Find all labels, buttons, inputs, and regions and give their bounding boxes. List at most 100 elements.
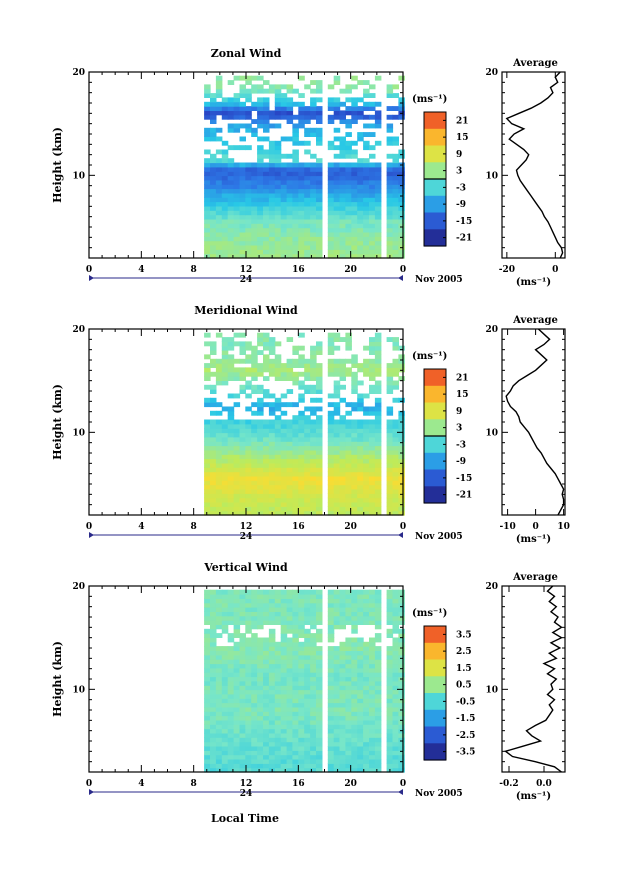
colorbar-tick-label: 21 <box>456 116 469 126</box>
heatmap-cell-94 <box>392 245 399 250</box>
heatmap-cell-454 <box>239 706 246 712</box>
heatmap-cell-339 <box>316 210 323 216</box>
heatmap-cell-332 <box>274 467 282 473</box>
heatmap-cell-753 <box>263 402 270 408</box>
heatmap-cell-1193 <box>233 598 241 604</box>
heatmap-cell-38 <box>239 249 246 255</box>
heatmap-cell-372 <box>327 462 335 468</box>
heatmap-cell-350 <box>392 467 399 473</box>
heatmap-cell-253 <box>386 737 394 743</box>
heatmap-cell-1230 <box>263 594 270 599</box>
heatmap-cell-174 <box>286 746 294 751</box>
heatmap-cell-892 <box>280 367 288 373</box>
heatmap-cell-409 <box>357 715 364 721</box>
heatmap-cell-418 <box>215 197 223 203</box>
heatmap-cell-507 <box>369 188 376 194</box>
heatmap-cell-995 <box>221 628 229 634</box>
heatmap-cell-186 <box>363 746 370 751</box>
heatmap-cell-92 <box>374 502 382 507</box>
heatmap-cell-502 <box>339 445 346 451</box>
heatmap-cell-1001 <box>292 628 299 634</box>
heatmap-cell-857 <box>292 114 299 120</box>
heatmap-cell-1019 <box>345 341 352 347</box>
heatmap-cell-855 <box>227 371 235 377</box>
heatmap-cell-916 <box>327 646 335 651</box>
heatmap-cell-1217 <box>386 598 394 604</box>
heatmap-cell-639 <box>398 685 405 691</box>
heatmap-cell-529 <box>304 698 311 704</box>
heatmap-cell-66 <box>215 502 223 507</box>
heatmap-cell-509 <box>386 445 394 451</box>
x-tick-label: 0 <box>86 265 92 275</box>
heatmap-cell-185 <box>357 232 364 237</box>
heatmap-cell-833 <box>257 119 264 124</box>
heatmap-cell-279 <box>345 475 352 481</box>
heatmap-cell-416 <box>204 454 211 460</box>
heatmap-cell-423 <box>245 711 252 717</box>
heatmap-cell-710 <box>239 672 246 678</box>
heatmap-cell-36 <box>227 249 235 255</box>
heatmap-cell-568 <box>351 436 358 442</box>
heatmap-cell-899 <box>339 367 346 373</box>
heatmap-cell-771 <box>351 140 358 146</box>
heatmap-cell-281 <box>357 732 364 738</box>
heatmap-cell-61 <box>386 763 394 769</box>
heatmap-cell-562 <box>310 693 317 699</box>
heatmap-cell-999 <box>333 345 341 351</box>
heatmap-cell-952 <box>327 358 335 364</box>
heatmap-cell-839 <box>245 654 252 660</box>
heatmap-cell-464 <box>298 192 305 198</box>
heatmap-cell-1046 <box>345 332 352 338</box>
heatmap-cell-443 <box>369 454 376 460</box>
heatmap-cell-728 <box>351 672 358 678</box>
heatmap-cell-289 <box>210 728 217 734</box>
heatmap-cell-540 <box>374 441 382 447</box>
heatmap-cell-702 <box>392 419 399 425</box>
heatmap-cell-456 <box>251 449 258 455</box>
heatmap-cell-327 <box>245 210 252 216</box>
heatmap-cell-989 <box>239 345 246 351</box>
heatmap-cell-1002 <box>257 84 264 90</box>
heatmap-cell-718 <box>257 410 264 416</box>
heatmap-cell-847 <box>292 654 299 660</box>
heatmap-cell-558 <box>286 436 294 442</box>
heatmap-cell-917 <box>333 106 341 111</box>
heatmap-cell-662 <box>339 166 346 172</box>
heatmap-cell-454 <box>239 449 246 455</box>
heatmap-cell-122 <box>363 497 370 503</box>
heatmap-cell-794 <box>363 663 370 669</box>
heatmap-cell-31 <box>398 253 405 259</box>
heatmap-cell-916 <box>327 106 335 111</box>
heatmap-cell-448 <box>204 192 211 198</box>
heatmap-cell-790 <box>392 136 399 142</box>
heatmap-cell-268 <box>274 218 282 224</box>
heatmap-cell-710 <box>327 415 335 421</box>
heatmap-cell-809 <box>263 127 270 133</box>
heatmap-cell-1019 <box>292 624 299 630</box>
heatmap-cell-166 <box>239 232 246 237</box>
heatmap-cell-934 <box>392 363 399 368</box>
heatmap-cell-1202 <box>286 598 294 604</box>
heatmap-cell-275 <box>316 475 323 481</box>
heatmap-cell-161 <box>210 746 217 751</box>
heatmap-cell-157 <box>386 236 394 242</box>
heatmap-cell-301 <box>280 214 288 220</box>
heatmap-cell-291 <box>221 471 229 477</box>
heatmap-cell-348 <box>374 210 382 216</box>
heatmap-cell-211 <box>316 484 323 490</box>
heatmap-cell-168 <box>251 489 258 494</box>
heatmap-cell-8 <box>251 510 258 516</box>
heatmap-cell-979 <box>268 350 276 355</box>
heatmap-cell-489 <box>257 188 264 194</box>
heatmap-cell-694 <box>339 419 346 425</box>
heatmap-cell-96 <box>204 754 211 760</box>
heatmap-cell-726 <box>339 672 346 678</box>
heatmap-cell-1273 <box>333 589 341 595</box>
heatmap-cell-141 <box>280 750 288 756</box>
heatmap-cell-50 <box>310 506 317 512</box>
heatmap-cell-944 <box>263 358 270 364</box>
heatmap-cell-498 <box>310 188 317 194</box>
heatmap-cell-847 <box>351 376 358 381</box>
heatmap-cell-170 <box>263 489 270 494</box>
heatmap-cell-118 <box>339 497 346 503</box>
